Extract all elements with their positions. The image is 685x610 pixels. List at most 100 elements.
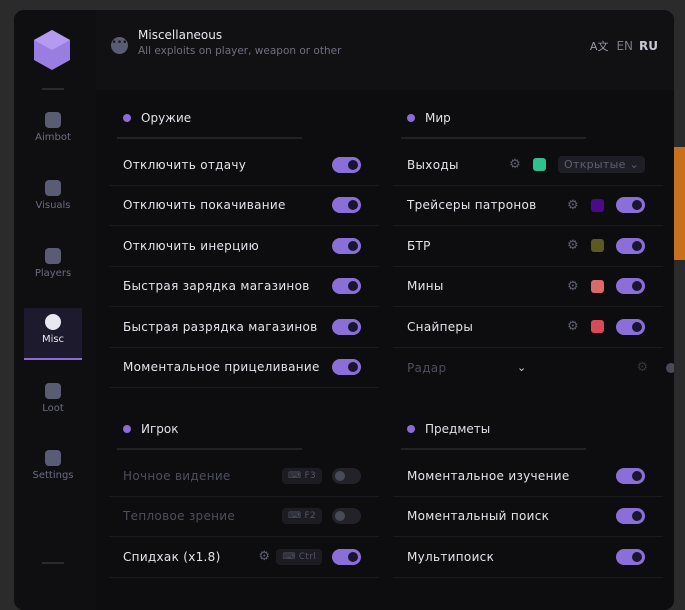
toggle-switch[interactable] bbox=[332, 467, 361, 484]
toggle-switch[interactable] bbox=[616, 197, 645, 214]
color-swatch[interactable] bbox=[591, 239, 604, 253]
item-label: Моментальное изучение bbox=[407, 468, 570, 483]
chat-icon bbox=[407, 425, 415, 433]
gear-icon[interactable]: ⚙ bbox=[567, 197, 579, 213]
item-label: Отключить отдачу bbox=[123, 157, 247, 172]
dots-icon: ••• bbox=[111, 37, 128, 54]
background-game bbox=[672, 147, 685, 260]
section-header: Оружие bbox=[109, 103, 379, 133]
nav-label: Visuals bbox=[35, 200, 71, 211]
list-item: Моментальный поиск bbox=[393, 497, 663, 537]
toggle-switch[interactable] bbox=[332, 318, 361, 335]
list-item: Быстрая разрядка магазинов bbox=[109, 307, 379, 348]
sidebar-item-visuals[interactable]: Visuals bbox=[24, 174, 82, 226]
list-item-exits: Выходы ⚙ Открытые ⌄ bbox=[393, 145, 663, 186]
content: Оружие Отключить отдачу Отключить покачив… bbox=[96, 90, 674, 610]
section-player: Игрок Ночное видение ⌨ F3 Тепловое зрение ⌨… bbox=[109, 414, 379, 578]
item-label: Быстрая зарядка магазинов bbox=[123, 279, 310, 294]
toggle-switch[interactable] bbox=[332, 278, 361, 295]
section-title: Предметы bbox=[425, 422, 491, 436]
toggle-switch[interactable] bbox=[332, 548, 361, 565]
sidebar-item-players[interactable]: Players bbox=[24, 242, 82, 294]
nav-label: Misc bbox=[41, 334, 65, 345]
gear-icon[interactable]: ⚙ bbox=[567, 238, 579, 254]
sidebar-item-settings[interactable]: Settings bbox=[24, 444, 82, 496]
divider bbox=[117, 137, 302, 139]
item-label: Мультипоиск bbox=[407, 549, 495, 564]
nav-label: Settings bbox=[32, 470, 74, 481]
select-value: Открытые bbox=[564, 158, 626, 172]
toggle-switch[interactable] bbox=[332, 197, 361, 214]
color-swatch[interactable] bbox=[591, 279, 604, 293]
list-item: Мультипоиск bbox=[393, 537, 663, 578]
hotkey-badge[interactable]: ⌨ F3 bbox=[282, 467, 322, 484]
dots-icon bbox=[45, 314, 61, 330]
hotkey-label: Ctrl bbox=[298, 551, 316, 562]
list-item: Моментальное прицеливание bbox=[109, 348, 379, 388]
toggle-switch[interactable] bbox=[332, 237, 361, 254]
item-label: Отключить покачивание bbox=[123, 198, 286, 213]
list-item: Снайперы ⚙ bbox=[393, 307, 663, 348]
list-item: Трейсеры патронов ⚙ bbox=[393, 186, 663, 226]
item-label: БТР bbox=[407, 238, 431, 253]
list-item: Тепловое зрение ⌨ F2 bbox=[109, 497, 379, 537]
item-label: Мины bbox=[407, 279, 444, 294]
list-item-radar: Радар ⌄ ⚙ bbox=[393, 348, 674, 389]
section-weapon: Оружие Отключить отдачу Отключить покачив… bbox=[109, 103, 379, 388]
divider bbox=[401, 448, 586, 450]
sidebar-item-loot[interactable]: Loot bbox=[24, 377, 82, 429]
item-label: Моментальное прицеливание bbox=[123, 360, 320, 375]
chevron-down-icon[interactable]: ⌄ bbox=[517, 361, 527, 375]
sidebar-divider bbox=[42, 88, 64, 90]
alien-icon bbox=[45, 112, 61, 128]
gear-icon bbox=[123, 425, 131, 433]
nav-label: Players bbox=[34, 268, 72, 279]
list-item: Ночное видение ⌨ F3 bbox=[109, 456, 379, 497]
sidebar-item-misc[interactable]: Misc bbox=[24, 308, 82, 360]
gear-icon[interactable]: ⚙ bbox=[567, 278, 579, 294]
vr-goggles-icon bbox=[45, 180, 61, 196]
hotkey-badge[interactable]: ⌨ Ctrl bbox=[276, 548, 322, 565]
color-swatch[interactable] bbox=[591, 320, 604, 334]
hotkey-badge[interactable]: ⌨ F2 bbox=[282, 508, 322, 525]
gear-icon[interactable]: ⚙ bbox=[509, 157, 522, 173]
list-item: БТР ⚙ bbox=[393, 226, 663, 267]
section-world: Мир Выходы ⚙ Открытые ⌄ Трейсеры патронов ⚙… bbox=[393, 103, 674, 389]
list-item: Отключить отдачу bbox=[109, 145, 379, 186]
gear-icon[interactable]: ⚙ bbox=[567, 319, 579, 335]
toggle-switch[interactable] bbox=[616, 237, 645, 254]
briefcase-icon bbox=[45, 383, 61, 399]
lang-ru[interactable]: RU bbox=[639, 39, 658, 53]
exits-select[interactable]: Открытые ⌄ bbox=[558, 156, 645, 174]
toggle-switch[interactable] bbox=[332, 359, 361, 376]
color-swatch[interactable] bbox=[533, 158, 547, 172]
gear-icon[interactable]: ⚙ bbox=[258, 549, 271, 565]
gear-icon[interactable]: ⚙ bbox=[636, 360, 649, 376]
toggle-switch[interactable] bbox=[616, 467, 645, 484]
list-icon bbox=[45, 450, 61, 466]
toggle-switch[interactable] bbox=[616, 318, 645, 335]
list-item: Моментальное изучение bbox=[393, 456, 663, 497]
section-title: Оружие bbox=[141, 111, 192, 125]
hotkey-label: F2 bbox=[304, 511, 316, 522]
item-label: Снайперы bbox=[407, 319, 474, 334]
gear-icon bbox=[123, 114, 131, 122]
toggle-switch[interactable] bbox=[332, 156, 361, 173]
lang-en[interactable]: EN bbox=[616, 39, 634, 53]
toggle-switch[interactable] bbox=[616, 508, 645, 525]
toggle-switch[interactable] bbox=[616, 278, 645, 295]
section-title: Мир bbox=[425, 111, 451, 125]
toggle-switch[interactable] bbox=[332, 508, 361, 525]
toggle-switch[interactable] bbox=[616, 548, 645, 565]
list-item: Мины ⚙ bbox=[393, 267, 663, 307]
nav-label: Aimbot bbox=[35, 132, 71, 143]
language-switch: A文 EN RU bbox=[590, 38, 658, 54]
item-label: Ночное видение bbox=[123, 468, 231, 483]
item-label: Тепловое зрение bbox=[123, 509, 236, 524]
sidebar: Aimbot Visuals Players Misc Loot Setting… bbox=[14, 10, 96, 610]
color-swatch[interactable] bbox=[591, 198, 604, 212]
sidebar-item-aimbot[interactable]: Aimbot bbox=[24, 106, 82, 158]
section-header: Мир bbox=[393, 103, 663, 133]
item-label: Трейсеры патронов bbox=[407, 198, 537, 213]
list-item: Быстрая зарядка магазинов bbox=[109, 267, 379, 307]
